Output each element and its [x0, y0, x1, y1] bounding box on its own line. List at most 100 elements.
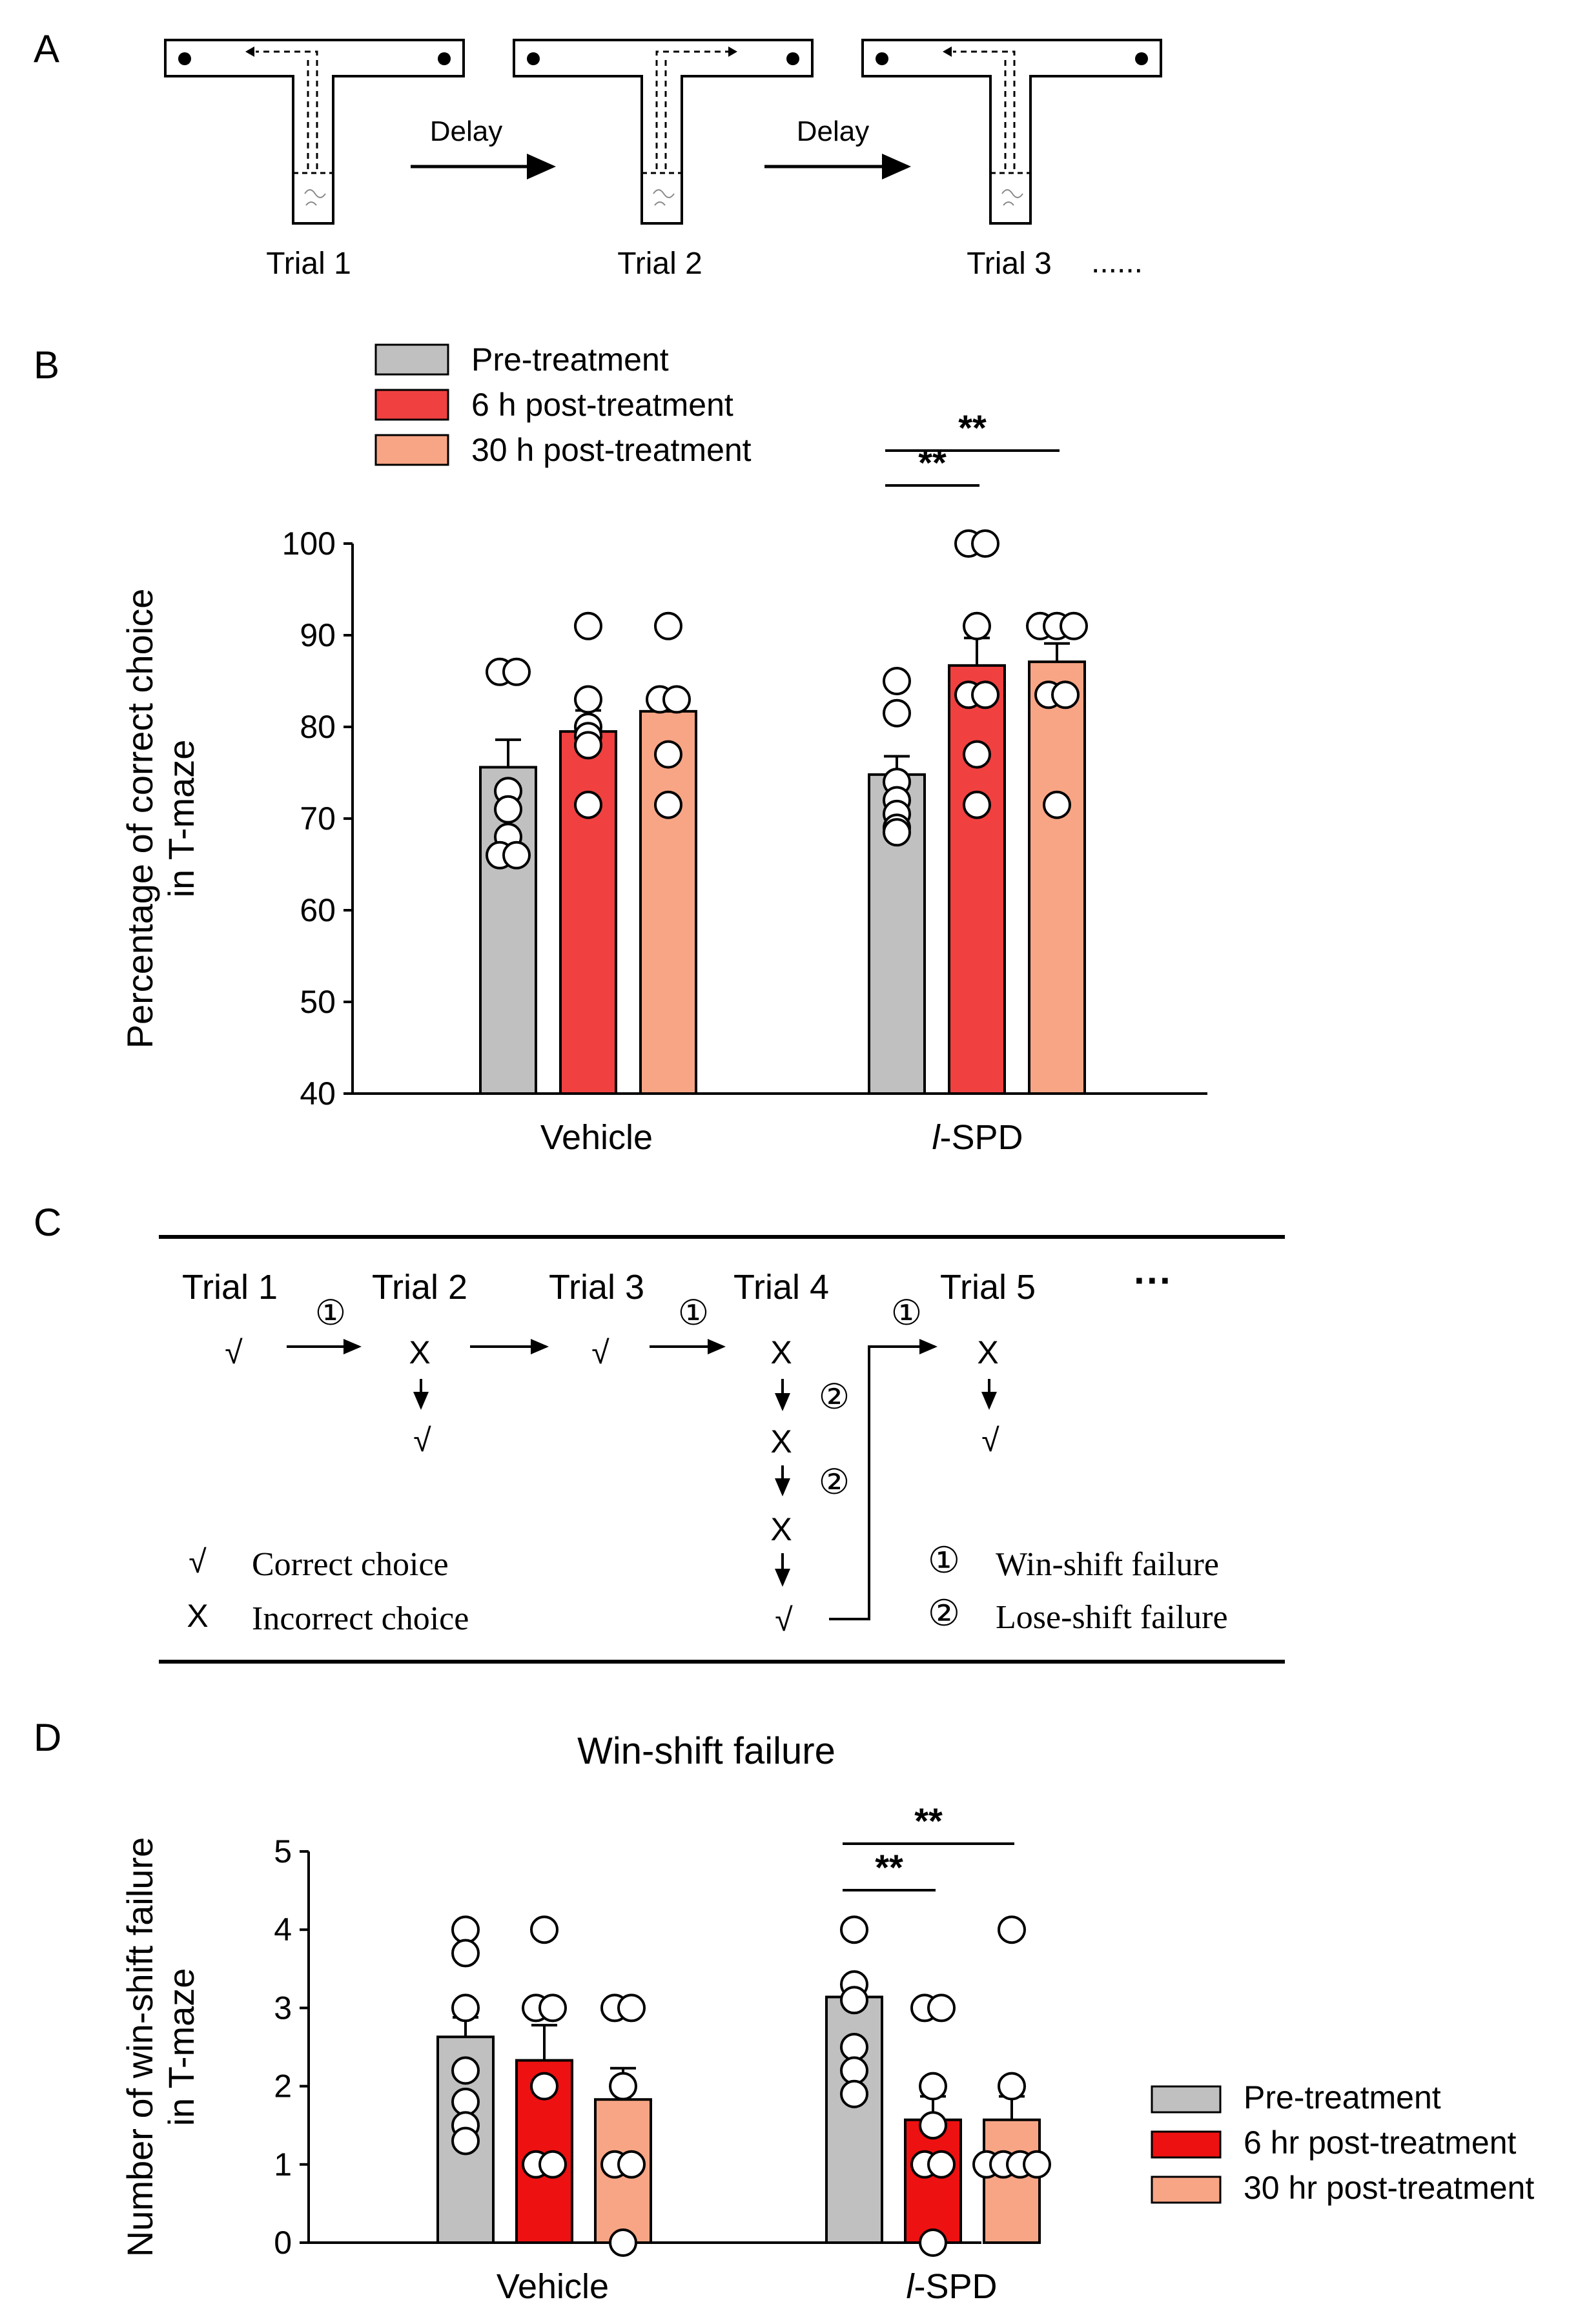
data-point — [927, 1993, 956, 2023]
legend-label: Pre-treatment — [1244, 2079, 1441, 2115]
data-point — [840, 2056, 868, 2085]
marker-win-3: ① — [891, 1294, 922, 1332]
t-maze-outline — [164, 39, 465, 225]
symbol-t5-check: √ — [981, 1422, 999, 1458]
y-tick-label: 2 — [274, 2068, 292, 2105]
data-point — [451, 2056, 480, 2085]
food-dot-right — [786, 52, 799, 65]
data-point — [1051, 680, 1080, 709]
data-point — [963, 740, 991, 769]
significance-label: ** — [958, 407, 987, 448]
data-point — [574, 685, 602, 714]
food-dot-left — [527, 52, 540, 65]
data-point — [883, 698, 911, 728]
y-tick-label: 100 — [282, 525, 336, 562]
food-dot-left — [876, 52, 888, 65]
y-tick-label: 0 — [274, 2225, 292, 2261]
y-tick-label: 4 — [274, 1911, 292, 1948]
data-point — [840, 1986, 868, 2015]
symbol-t2-cross: X — [409, 1334, 430, 1371]
scheme-trial-2: Trial 2 — [372, 1268, 467, 1307]
scheme-return-arrow — [829, 1339, 938, 1620]
delay-arrow-2: Delay — [764, 116, 911, 179]
x-category-label: Vehicle — [540, 1118, 653, 1157]
data-point — [919, 2111, 947, 2140]
data-point — [574, 731, 602, 760]
bar — [1028, 660, 1086, 1096]
bar — [983, 2118, 1041, 2245]
y-tick-label: 50 — [300, 984, 336, 1020]
panel-label-c: C — [34, 1201, 61, 1244]
trial-labels-a: Trial 1 Trial 2 Trial 3 ...... — [266, 245, 1143, 281]
legend-marker-1: ① — [928, 1540, 960, 1580]
legend-marker-2: ② — [928, 1593, 960, 1633]
category-italic-part: l — [932, 1118, 941, 1157]
significance-label: ** — [918, 442, 947, 483]
data-point — [609, 2072, 637, 2101]
data-point — [971, 529, 999, 558]
legend-label: 6 h post-treatment — [471, 387, 733, 423]
chart-d: 0 1 2 3 4 5 Number of win-shift failurein T-ma… — [119, 1730, 1534, 2306]
t-maze-outline — [861, 39, 1162, 225]
legend-cross-symbol: X — [187, 1598, 208, 1634]
marker-lose-2: ② — [819, 1463, 850, 1502]
data-point — [963, 790, 991, 819]
data-point — [502, 841, 531, 870]
t-maze-3 — [861, 39, 1162, 225]
delay-label-2: Delay — [797, 116, 870, 147]
data-point — [1043, 790, 1071, 819]
data-point — [538, 2150, 567, 2179]
rat-icon — [1001, 189, 1023, 206]
bar — [904, 2118, 962, 2245]
scheme-trial-5: Trial 5 — [940, 1268, 1036, 1307]
symbol-t2-check: √ — [413, 1422, 431, 1458]
y-axis-label: Number of win-shift failurein T-maze — [119, 1837, 201, 2257]
data-point — [654, 740, 682, 769]
legend-incorrect-choice: Incorrect choice — [252, 1600, 469, 1637]
y-axis-label-line: in T-maze — [161, 1968, 201, 2126]
category-rest-part: -SPD — [939, 1118, 1023, 1157]
symbol-t1-check: √ — [225, 1334, 243, 1371]
symbol-t4-cross-1: X — [770, 1334, 792, 1371]
data-point — [654, 611, 682, 640]
symbol-t5-cross: X — [977, 1334, 998, 1371]
rat-icon — [304, 189, 326, 206]
data-point — [617, 1993, 646, 2023]
data-point — [840, 1915, 868, 1944]
data-point — [451, 1915, 480, 1944]
scheme-more: ··· — [1134, 1259, 1173, 1302]
data-point — [451, 2126, 480, 2156]
bar — [639, 709, 697, 1095]
trial-ellipsis: ...... — [1091, 245, 1143, 280]
data-point — [963, 611, 991, 640]
x-category-label: l-SPD — [906, 2267, 997, 2306]
legend-label: 30 h post-treatment — [471, 432, 752, 468]
y-tick-label: 80 — [300, 709, 336, 745]
marker-lose-1: ② — [819, 1378, 850, 1416]
y-tick-label: 3 — [274, 1990, 292, 2026]
trial-label-1: Trial 1 — [266, 247, 351, 281]
symbol-t4-cross-2: X — [770, 1423, 792, 1460]
data-point — [502, 657, 531, 686]
data-point — [927, 2150, 956, 2179]
y-tick-label: 1 — [274, 2146, 292, 2183]
legend-swatch — [374, 389, 449, 421]
data-point — [998, 2072, 1026, 2101]
data-point — [919, 2072, 947, 2101]
data-point — [883, 667, 911, 695]
y-tick-label: 5 — [274, 1833, 292, 1870]
data-point — [574, 611, 602, 640]
food-dot-right — [438, 52, 451, 65]
delay-arrow-1: Delay — [411, 116, 556, 179]
legend-label: Pre-treatment — [471, 341, 669, 378]
y-tick-label: 90 — [300, 617, 336, 653]
legend-win-shift: Win-shift failure — [996, 1546, 1219, 1583]
x-category-label: Vehicle — [497, 2267, 609, 2306]
decision-scheme: Trial 1 Trial 2 Trial 3 Trial 4 Trial 5 … — [159, 1235, 1285, 1664]
legend-swatch — [1151, 2085, 1222, 2114]
data-point — [451, 1993, 480, 2023]
t-maze-1 — [164, 39, 465, 225]
y-tick-label: 40 — [300, 1075, 336, 1112]
significance-label: ** — [875, 1847, 903, 1888]
